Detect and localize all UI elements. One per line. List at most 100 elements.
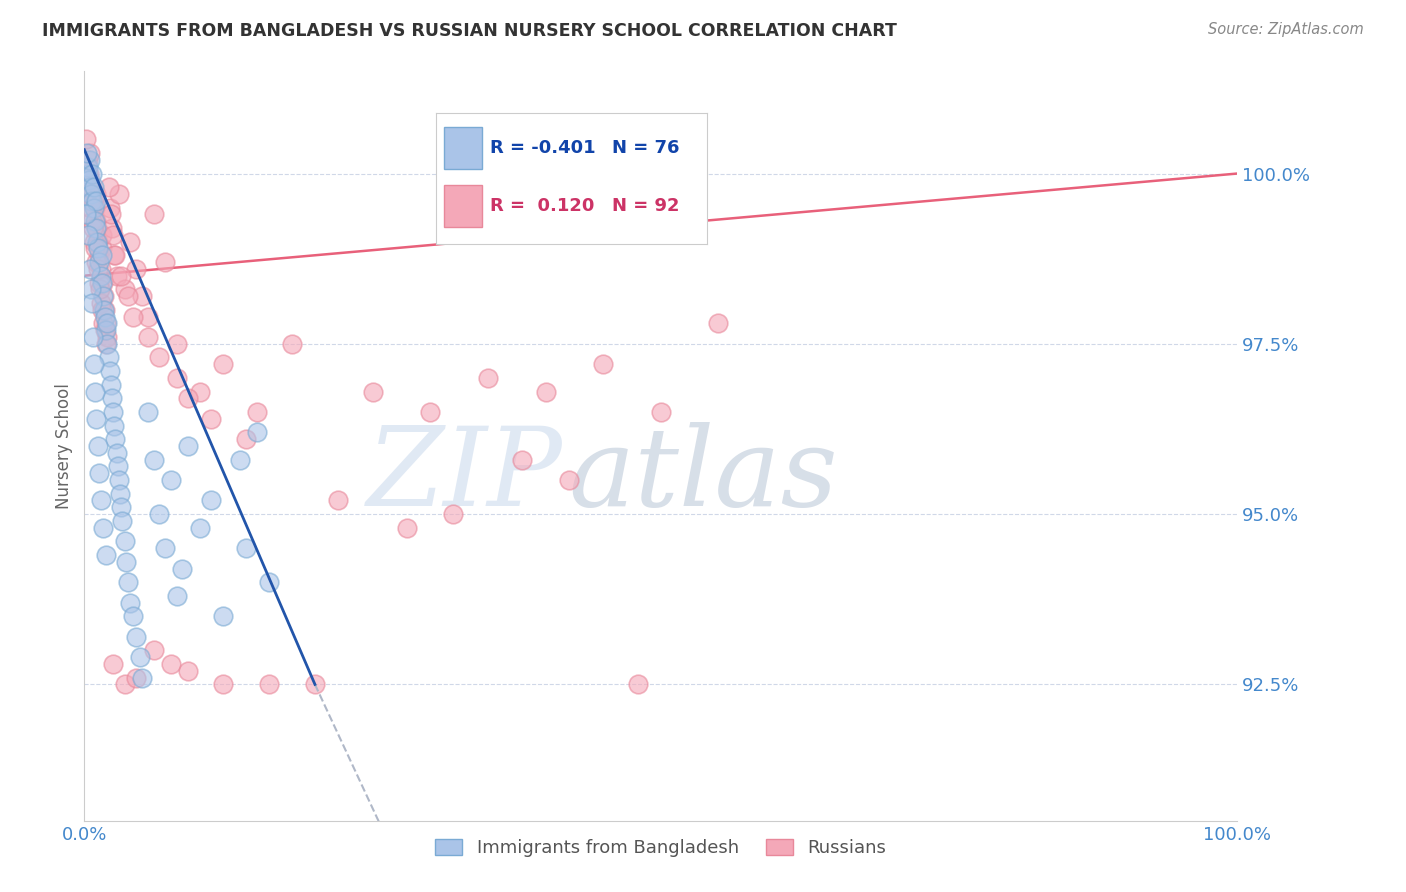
Point bbox=[361, 384, 384, 399]
Point bbox=[120, 235, 142, 249]
Point bbox=[103, 657, 124, 671]
Point bbox=[79, 153, 101, 167]
Point bbox=[75, 132, 97, 146]
Point bbox=[96, 330, 118, 344]
Point bbox=[76, 153, 98, 167]
Point bbox=[105, 446, 128, 460]
Point bbox=[200, 493, 222, 508]
Point bbox=[117, 575, 139, 590]
Point bbox=[76, 167, 98, 181]
Point bbox=[90, 296, 112, 310]
Point bbox=[153, 541, 176, 556]
Point bbox=[142, 207, 165, 221]
Point bbox=[441, 507, 464, 521]
Point bbox=[142, 452, 165, 467]
Point bbox=[235, 541, 257, 556]
Point bbox=[86, 411, 108, 425]
Point bbox=[121, 310, 143, 324]
Text: Source: ZipAtlas.com: Source: ZipAtlas.com bbox=[1208, 22, 1364, 37]
Point bbox=[84, 242, 107, 256]
Point bbox=[83, 201, 105, 215]
Point bbox=[142, 643, 165, 657]
Point bbox=[166, 371, 188, 385]
Point bbox=[76, 167, 98, 181]
Point bbox=[84, 186, 107, 201]
Point bbox=[93, 521, 115, 535]
Point bbox=[90, 227, 112, 242]
Point bbox=[111, 514, 134, 528]
Point bbox=[89, 248, 111, 262]
Point bbox=[97, 180, 120, 194]
Point bbox=[84, 194, 107, 208]
Y-axis label: Nursery School: Nursery School bbox=[55, 383, 73, 509]
Point bbox=[108, 186, 131, 201]
Point bbox=[115, 555, 138, 569]
Point bbox=[114, 677, 136, 691]
Point bbox=[110, 500, 132, 515]
Point bbox=[89, 282, 111, 296]
Point bbox=[89, 255, 111, 269]
Point bbox=[86, 221, 108, 235]
Point bbox=[108, 486, 131, 500]
Text: atlas: atlas bbox=[568, 422, 838, 530]
Point bbox=[77, 167, 100, 181]
Point bbox=[326, 493, 349, 508]
Point bbox=[76, 160, 98, 174]
Point bbox=[93, 302, 115, 317]
Point bbox=[77, 173, 100, 187]
Point bbox=[96, 336, 118, 351]
Point bbox=[107, 459, 129, 474]
Point bbox=[77, 180, 100, 194]
Point bbox=[103, 418, 125, 433]
Point bbox=[110, 268, 132, 283]
Point bbox=[86, 235, 108, 249]
Point bbox=[211, 609, 233, 624]
Point bbox=[86, 439, 108, 453]
Point bbox=[80, 296, 103, 310]
Point bbox=[304, 677, 326, 691]
Point bbox=[136, 310, 159, 324]
Point bbox=[188, 384, 211, 399]
Point bbox=[94, 310, 117, 324]
Point bbox=[100, 207, 122, 221]
Point bbox=[188, 521, 211, 535]
Point bbox=[90, 248, 112, 262]
Point bbox=[91, 289, 114, 303]
Point bbox=[114, 534, 136, 549]
Point bbox=[83, 235, 105, 249]
Legend: Immigrants from Bangladesh, Russians: Immigrants from Bangladesh, Russians bbox=[427, 831, 894, 864]
Point bbox=[98, 201, 121, 215]
Point bbox=[557, 473, 579, 487]
Point bbox=[108, 473, 131, 487]
Point bbox=[101, 221, 124, 235]
Point bbox=[84, 384, 107, 399]
Point bbox=[166, 336, 188, 351]
Point bbox=[76, 146, 98, 161]
Point bbox=[396, 521, 419, 535]
Point bbox=[80, 180, 103, 194]
Point bbox=[177, 664, 200, 678]
Point bbox=[91, 276, 114, 290]
Point bbox=[229, 452, 252, 467]
Point bbox=[172, 561, 194, 575]
Point bbox=[93, 323, 115, 337]
Point bbox=[80, 214, 103, 228]
Point bbox=[235, 432, 257, 446]
Point bbox=[83, 357, 105, 371]
Point bbox=[125, 671, 148, 685]
Point bbox=[104, 432, 127, 446]
Point bbox=[148, 507, 170, 521]
Point bbox=[90, 242, 112, 256]
Point bbox=[105, 268, 128, 283]
Point bbox=[592, 357, 614, 371]
Point bbox=[80, 201, 103, 215]
Point bbox=[160, 657, 183, 671]
Point bbox=[257, 677, 280, 691]
Point bbox=[125, 261, 148, 276]
Point bbox=[82, 330, 104, 344]
Point bbox=[120, 596, 142, 610]
Point bbox=[77, 227, 100, 242]
Point bbox=[104, 248, 127, 262]
Point bbox=[98, 364, 121, 378]
Point bbox=[75, 207, 97, 221]
